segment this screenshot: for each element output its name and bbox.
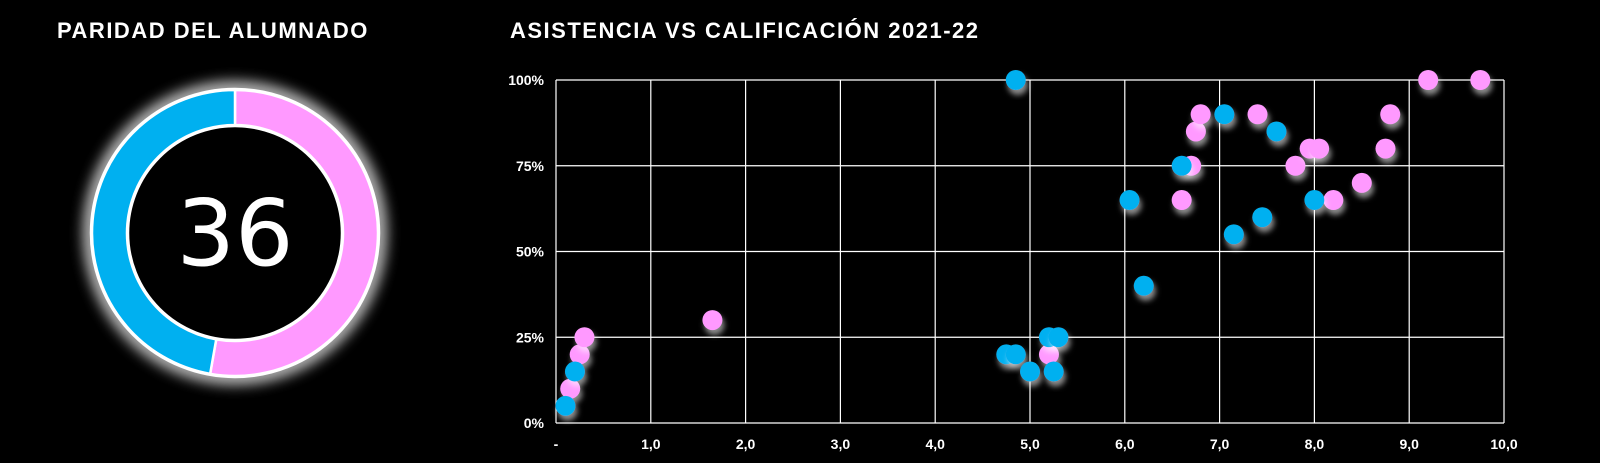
scatter-point — [1304, 190, 1325, 211]
scatter-point — [1309, 138, 1330, 159]
student-count: 36 — [176, 180, 293, 287]
scatter-point — [1351, 172, 1372, 193]
donut-inner-border — [126, 124, 344, 342]
parity-donut-chart: 36 — [84, 82, 386, 384]
scatter-point — [569, 344, 590, 365]
scatter-point — [1185, 121, 1206, 142]
y-tick-label: 100% — [508, 72, 544, 88]
x-tick-label: 4,0 — [925, 436, 945, 452]
scatter-point — [1470, 70, 1491, 90]
scatter-point — [1214, 104, 1235, 125]
scatter-point — [555, 395, 576, 416]
scatter-point — [1266, 121, 1287, 142]
scatter-point — [1005, 344, 1026, 365]
scatter-point — [1119, 190, 1140, 211]
scatter-point — [1133, 275, 1154, 296]
scatter-point — [1005, 70, 1026, 90]
scatter-point — [1171, 190, 1192, 211]
x-tick-label: 2,0 — [736, 436, 756, 452]
y-tick-label: 0% — [524, 415, 545, 431]
scatter-point — [560, 378, 581, 399]
scatter-point — [1323, 190, 1344, 211]
scatter-point — [1038, 344, 1059, 365]
x-tick-label: 6,0 — [1115, 436, 1135, 452]
scatter-point — [702, 310, 723, 331]
scatter-point — [1285, 155, 1306, 176]
scatter-point — [1048, 327, 1069, 348]
attendance-grade-scatter-chart: 0% 25% 50% 75% 100% - 1,0 2,0 3,0 4,0 5,0 6,0 7,0 8,… — [508, 70, 1518, 452]
scatter-point — [1418, 70, 1439, 90]
x-tick-label: 9,0 — [1399, 436, 1419, 452]
scatter-point — [1020, 361, 1040, 382]
parity-title: PARIDAD DEL ALUMNADO — [57, 18, 369, 43]
x-tick-label: - — [554, 436, 559, 452]
scatter-point — [1252, 207, 1273, 228]
x-tick-label: 5,0 — [1020, 436, 1040, 452]
scatter-point — [1223, 224, 1244, 245]
scatter-point — [564, 361, 585, 382]
scatter-title: ASISTENCIA VS CALIFICACIÓN 2021-22 — [510, 18, 980, 43]
x-tick-label: 10,0 — [1490, 436, 1517, 452]
x-tick-label: 7,0 — [1210, 436, 1230, 452]
scatter-point — [1380, 104, 1401, 125]
y-tick-label: 50% — [516, 244, 545, 260]
scatter-point — [1043, 361, 1064, 382]
x-tick-label: 3,0 — [831, 436, 851, 452]
x-tick-label: 1,0 — [641, 436, 661, 452]
scatter-point — [1190, 104, 1211, 125]
scatter-point — [1375, 138, 1396, 159]
y-tick-label: 25% — [516, 329, 545, 345]
x-tick-label: 8,0 — [1305, 436, 1325, 452]
y-tick-label: 75% — [516, 158, 545, 174]
scatter-point — [574, 327, 595, 348]
scatter-point — [1171, 155, 1192, 176]
scatter-point — [1247, 104, 1268, 125]
donut-outer-border — [89, 87, 381, 379]
